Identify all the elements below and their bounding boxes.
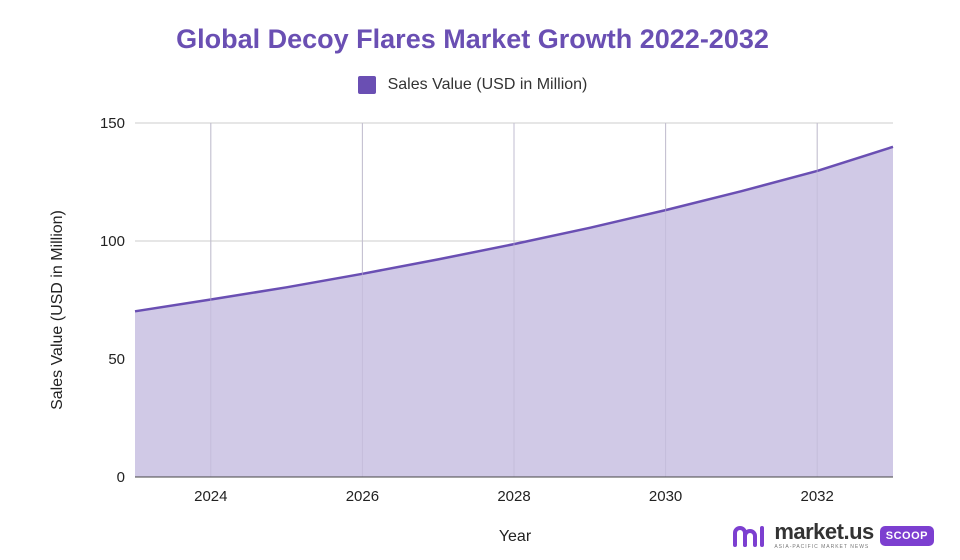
y-tick-label: 100 — [100, 233, 125, 250]
y-tick-label: 150 — [100, 115, 125, 132]
chart-legend: Sales Value (USD in Million) — [0, 76, 945, 94]
y-axis-label: Sales Value (USD in Million) — [49, 210, 66, 410]
brand-badge: SCOOP — [879, 525, 934, 546]
x-tick-label: 2028 — [497, 488, 530, 505]
x-tick-label: 2032 — [801, 488, 834, 505]
market-us-logo-icon — [733, 525, 765, 547]
brand-name: market.us — [774, 519, 874, 544]
x-axis-label: Year — [498, 528, 532, 545]
x-tick-label: 2026 — [346, 488, 379, 505]
brand-tagline: ASIA-PACIFIC MARKET NEWS — [774, 544, 870, 550]
chart-title: Global Decoy Flares Market Growth 2022-2… — [176, 24, 769, 54]
legend-label: Sales Value (USD in Million) — [387, 76, 588, 93]
y-tick-label: 0 — [117, 469, 125, 486]
legend-swatch — [357, 76, 376, 94]
y-tick-label: 50 — [108, 351, 125, 368]
x-tick-label: 2024 — [194, 488, 227, 505]
brand-logo: market.us ASIA-PACIFIC MARKET NEWS SCOOP — [732, 521, 934, 550]
x-tick-label: 2030 — [649, 488, 682, 505]
